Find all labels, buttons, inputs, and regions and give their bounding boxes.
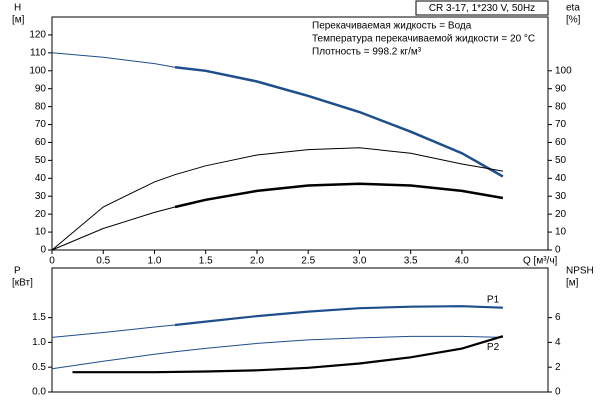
y2-tick-label: 4 [555,337,561,348]
y-tick-label: 80 [35,101,47,112]
y2-tick-label: 80 [555,101,567,112]
y-tick-label: 100 [29,65,46,76]
x-tick-label: 4.0 [455,256,469,267]
y-tick-label: 10 [35,227,47,238]
x-tick-label: 2.0 [250,256,264,267]
y-tick-label: 50 [35,155,47,166]
y2-axis-label: NPSH [566,266,594,277]
y2-axis-label: [м] [566,278,579,289]
y2-tick-label: 0 [555,245,561,256]
y-tick-label: 1.0 [32,337,46,348]
y-tick-label: 0.5 [32,362,46,373]
y-axis-label: H [14,3,21,14]
y-axis-label: [м] [12,15,25,26]
y-tick-label: 0.0 [32,387,46,398]
y2-tick-label: 30 [555,191,567,202]
y2-tick-label: 6 [555,312,561,323]
x-tick-label: 1.0 [148,256,162,267]
y2-axis-label: eta [566,3,580,14]
y-axis-label: [кВт] [12,278,33,289]
plot-frame [51,267,549,393]
y-tick-label: 20 [35,209,47,220]
y2-tick-label: 40 [555,173,567,184]
y-tick-label: 70 [35,119,47,130]
y2-tick-label: 70 [555,119,567,130]
x-tick-label: 3.0 [352,256,366,267]
y-tick-label: 0 [40,245,46,256]
y-tick-label: 120 [29,30,46,41]
x-tick-label: 0.5 [96,256,110,267]
y2-tick-label: 0 [555,387,561,398]
y2-tick-label: 60 [555,137,567,148]
y-tick-label: 30 [35,191,47,202]
y2-axis-label: [%] [566,15,581,26]
x-axis-label: Q [м³/ч] [523,256,558,267]
y2-tick-label: 100 [555,65,572,76]
y-tick-label: 1.5 [32,312,46,323]
y2-tick-label: 2 [555,362,561,373]
y-tick-label: 60 [35,137,47,148]
curve [51,206,176,251]
y2-tick-label: 90 [555,83,567,94]
y-axis-label: P [14,266,21,277]
curve [174,305,503,327]
curve [174,65,504,178]
y-tick-label: 90 [35,83,47,94]
plot-frame [51,16,549,251]
y-tick-label: 40 [35,173,47,184]
x-tick-label: 3.5 [404,256,418,267]
curve [174,182,504,209]
y2-tick-label: 20 [555,209,567,220]
curve [51,147,503,251]
curve [51,324,176,338]
annotation: Плотность = 998.2 кг/м³ [312,47,422,58]
x-tick-label: 1.5 [199,256,213,267]
annotation: Температура перекачиваемой жидкости = 20… [312,34,535,45]
y2-tick-label: 10 [555,227,567,238]
chart-title: CR 3-17, 1*230 V, 50Hz [429,3,535,14]
series-label: P1 [487,294,500,305]
curve [72,335,504,374]
curve [51,335,503,370]
x-tick-label: 0 [49,256,55,267]
curve [51,52,176,68]
annotation: Перекачиваемая жидкость = Вода [312,21,472,32]
title-box [415,0,549,16]
y2-tick-label: 50 [555,155,567,166]
y-tick-label: 110 [30,47,46,58]
x-tick-label: 2.5 [301,256,315,267]
series-label: P2 [487,342,500,353]
